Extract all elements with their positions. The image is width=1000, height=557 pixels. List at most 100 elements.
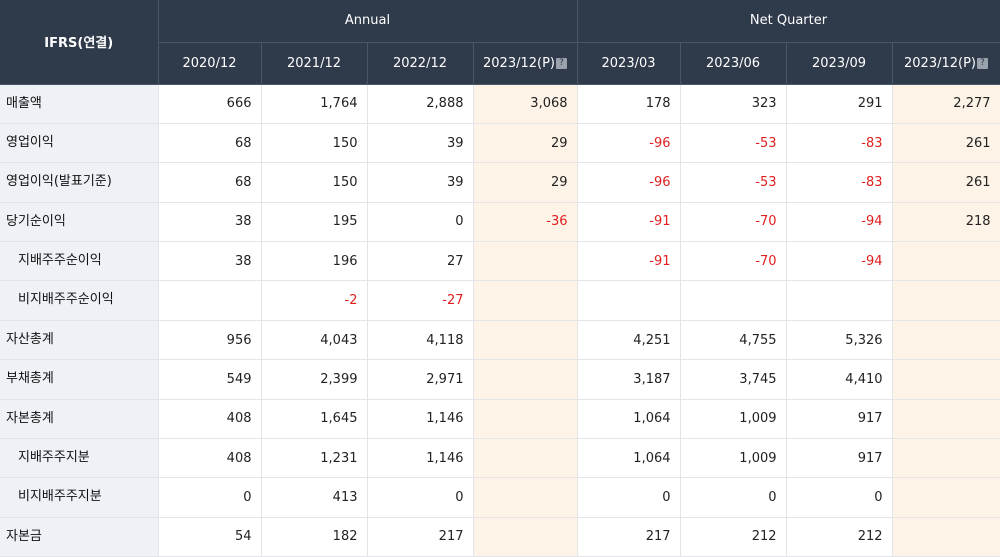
table-row: 당기순이익 38 195 0 -36 -91 -70 -94 218 [0, 202, 1000, 243]
table-row: 비지배주주지분 0 413 0 0 0 0 [0, 477, 1000, 518]
value-cell: 150 [261, 123, 368, 164]
value-cell: 217 [577, 517, 681, 557]
table-row: 비지배주주순이익 -2 -27 [0, 280, 1000, 321]
row-label[interactable]: 당기순이익 [0, 202, 159, 243]
value-cell: 666 [158, 84, 262, 124]
value-cell [892, 320, 1000, 361]
value-cell: 150 [261, 162, 368, 203]
preliminary-help-icon[interactable]: ? [977, 57, 989, 69]
value-cell: 1,064 [577, 438, 681, 479]
row-label[interactable]: 비지배주주순이익 [0, 280, 159, 321]
value-cell: -94 [786, 202, 893, 243]
value-cell: 196 [261, 241, 368, 282]
value-cell [473, 517, 578, 557]
value-cell: 408 [158, 399, 262, 440]
value-cell: 27 [367, 241, 474, 282]
value-cell: 917 [786, 438, 893, 479]
value-cell: 1,764 [261, 84, 368, 124]
accounting-standard-header: IFRS(연결) [0, 0, 159, 85]
value-cell: -53 [680, 162, 787, 203]
row-label[interactable]: 자본총계 [0, 399, 159, 440]
value-cell: 39 [367, 162, 474, 203]
value-cell [892, 477, 1000, 518]
period-header-quarter-3: 2023/12(P)? [892, 42, 1000, 85]
value-cell: 195 [261, 202, 368, 243]
value-cell: -96 [577, 123, 681, 164]
value-cell: 0 [786, 477, 893, 518]
value-cell [892, 241, 1000, 282]
table-row: 매출액 666 1,764 2,888 3,068 178 323 291 2,277 [0, 84, 1000, 124]
value-cell: 4,043 [261, 320, 368, 361]
value-cell: -53 [680, 123, 787, 164]
value-cell [680, 280, 787, 321]
value-cell: -36 [473, 202, 578, 243]
value-cell: 3,745 [680, 359, 787, 400]
value-cell: 1,009 [680, 438, 787, 479]
value-cell: 0 [367, 202, 474, 243]
value-cell [892, 438, 1000, 479]
value-cell: -2 [261, 280, 368, 321]
value-cell: 0 [680, 477, 787, 518]
row-label[interactable]: 지배주주순이익 [0, 241, 159, 282]
row-label[interactable]: 부채총계 [0, 359, 159, 400]
value-cell: 39 [367, 123, 474, 164]
value-cell: 38 [158, 241, 262, 282]
preliminary-help-icon[interactable]: ? [556, 57, 567, 69]
value-cell: 29 [473, 162, 578, 203]
value-cell: 413 [261, 477, 368, 518]
value-cell [473, 241, 578, 282]
value-cell: -27 [367, 280, 474, 321]
value-cell: -91 [577, 241, 681, 282]
value-cell: 38 [158, 202, 262, 243]
value-cell: 68 [158, 123, 262, 164]
value-cell: 917 [786, 399, 893, 440]
value-cell: -70 [680, 202, 787, 243]
row-label[interactable]: 매출액 [0, 84, 159, 124]
period-header-quarter-1: 2023/06 [680, 42, 787, 85]
value-cell: 1,146 [367, 438, 474, 479]
value-cell: 5,326 [786, 320, 893, 361]
value-cell: 182 [261, 517, 368, 557]
row-label[interactable]: 자본금 [0, 517, 159, 557]
value-cell: 1,645 [261, 399, 368, 440]
value-cell: -70 [680, 241, 787, 282]
value-cell: 4,251 [577, 320, 681, 361]
value-cell: 2,277 [892, 84, 1000, 124]
value-cell [473, 359, 578, 400]
period-header-quarter-2: 2023/09 [786, 42, 893, 85]
value-cell: 1,146 [367, 399, 474, 440]
value-cell: 261 [892, 123, 1000, 164]
row-label[interactable]: 영업이익 [0, 123, 159, 164]
value-cell [158, 280, 262, 321]
period-label: 2022/12 [392, 55, 447, 71]
period-header-quarter-0: 2023/03 [576, 42, 681, 85]
period-label: 2021/12 [286, 55, 341, 71]
row-label[interactable]: 자산총계 [0, 320, 159, 361]
value-cell: -83 [786, 162, 893, 203]
table-row: 자본총계 408 1,645 1,146 1,064 1,009 917 [0, 399, 1000, 440]
value-cell [892, 399, 1000, 440]
period-label: 2023/06 [706, 55, 761, 71]
table-header: IFRS(연결) Annual Net Quarter 2020/12 2021/… [0, 0, 1000, 85]
period-header-annual-3: 2023/12(P)? [473, 42, 578, 85]
table-row: 자산총계 956 4,043 4,118 4,251 4,755 5,326 [0, 320, 1000, 361]
period-label: 2023/03 [601, 55, 656, 71]
value-cell [473, 280, 578, 321]
value-cell: 178 [577, 84, 681, 124]
row-label[interactable]: 영업이익(발표기준) [0, 162, 159, 203]
value-cell: 1,064 [577, 399, 681, 440]
value-cell [577, 280, 681, 321]
value-cell: 54 [158, 517, 262, 557]
value-cell: 549 [158, 359, 262, 400]
row-label[interactable]: 지배주주지분 [0, 438, 159, 479]
value-cell: 0 [577, 477, 681, 518]
period-header-annual-0: 2020/12 [158, 42, 262, 85]
value-cell: 68 [158, 162, 262, 203]
value-cell: -96 [577, 162, 681, 203]
table-row: 영업이익(발표기준) 68 150 39 29 -96 -53 -83 261 [0, 162, 1000, 203]
net-quarter-section-header: Net Quarter [576, 0, 1000, 43]
value-cell: 408 [158, 438, 262, 479]
value-cell [473, 477, 578, 518]
row-label[interactable]: 비지배주주지분 [0, 477, 159, 518]
